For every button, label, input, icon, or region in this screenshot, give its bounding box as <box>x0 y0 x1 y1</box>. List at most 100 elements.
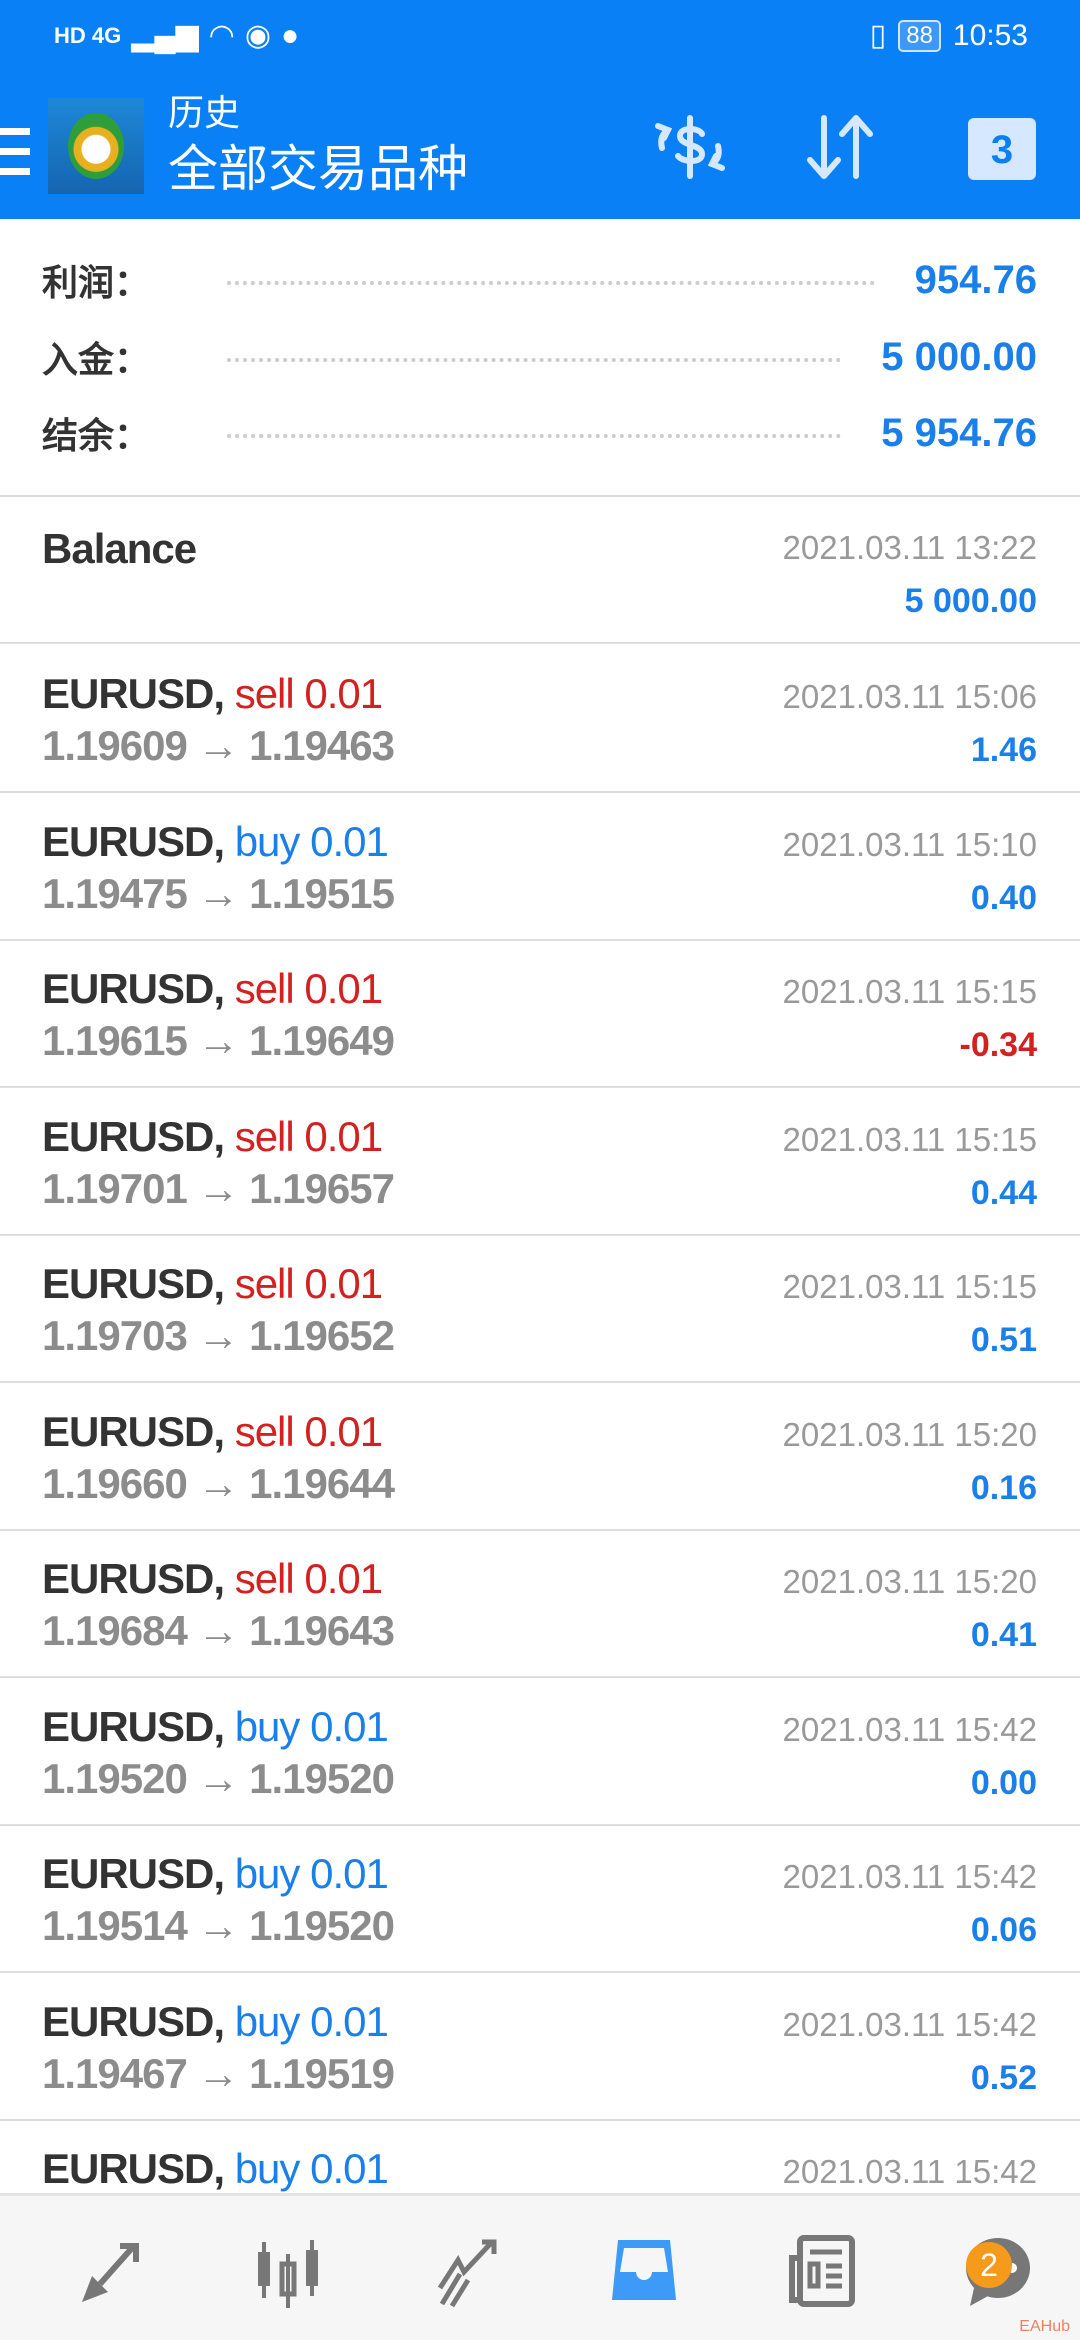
profit: 0.52 <box>970 2058 1037 2097</box>
date: 2021.03.11 15:20 <box>782 1415 1037 1453</box>
trade-symbol: EURUSD, sell 0.01 <box>42 670 383 718</box>
profit: 0.06 <box>970 1911 1037 1949</box>
side: buy <box>234 817 301 865</box>
calendar-icon[interactable]: 3 <box>968 118 1036 180</box>
prices: 1.19520 → 1.19520 <box>42 1754 395 1802</box>
profit-row: 利润： 954.76 <box>42 250 1037 310</box>
analytics-icon[interactable] <box>426 2232 506 2312</box>
volume: 0.01 <box>304 1407 383 1455</box>
profit: 0.41 <box>970 1616 1037 1654</box>
side: sell <box>234 1555 295 1602</box>
volume: 0.01 <box>310 1702 389 1750</box>
clock: 10:53 <box>952 18 1028 52</box>
divider <box>227 428 842 438</box>
prices: 1.19514 → 1.19520 <box>42 1902 395 1949</box>
prices: 1.19701 → 1.19657 <box>42 1164 395 1212</box>
volume: 0.01 <box>310 817 389 865</box>
volume: 0.01 <box>310 1997 389 2045</box>
currency-exchange-icon[interactable] <box>650 112 730 182</box>
date: 2021.03.11 15:06 <box>782 678 1037 715</box>
trade-row[interactable]: EURUSD, buy 0.01 1.19467 → 1.19519 2021.… <box>0 1974 1080 2121</box>
date: 2021.03.11 15:15 <box>782 1120 1037 1158</box>
date: 2021.03.11 15:42 <box>782 2005 1037 2043</box>
profit: 0.40 <box>970 878 1037 917</box>
profit: 0.16 <box>970 1468 1037 1507</box>
volume: 0.01 <box>304 1260 383 1307</box>
label: 利润： <box>42 262 151 303</box>
trade-symbol: EURUSD, sell 0.01 <box>42 965 383 1013</box>
trade-symbol: EURUSD, sell 0.01 <box>42 1407 383 1456</box>
prices: 1.19684 → 1.19643 <box>42 1607 395 1654</box>
status-bar: HD 4G ▂▄▆ ◠ ◉ ● ▯ 88 10:53 <box>0 18 1080 58</box>
profit: 0.51 <box>970 1321 1037 1359</box>
symbol: EURUSD, <box>42 817 225 865</box>
volume: 0.01 <box>304 1112 383 1160</box>
trade-symbol: EURUSD, sell 0.01 <box>42 1112 383 1161</box>
date: 2021.03.11 15:20 <box>782 1563 1037 1600</box>
battery-icon: 88 <box>898 19 941 52</box>
symbol: EURUSD, <box>42 670 225 717</box>
symbol: EURUSD, <box>42 1997 225 2045</box>
symbol: EURUSD, <box>42 965 225 1012</box>
volume: 0.01 <box>304 670 383 717</box>
symbol: EURUSD, <box>42 1702 225 1750</box>
side: sell <box>234 1407 295 1455</box>
date: 2021.03.11 15:42 <box>782 1710 1037 1748</box>
trade-row[interactable]: EURUSD, buy 0.01 1.19520 → 1.19520 2021.… <box>0 1679 1080 1826</box>
trade-row[interactable]: EURUSD, sell 0.01 1.19609 → 1.19463 2021… <box>0 646 1080 793</box>
trade-row[interactable]: EURUSD, sell 0.01 1.19703 → 1.19652 2021… <box>0 1236 1080 1383</box>
balance-row[interactable]: Balance 2021.03.11 13:22 5 000.00 <box>0 497 1080 644</box>
prices: 1.19475 → 1.19515 <box>42 869 395 917</box>
symbol-filter[interactable]: 全部交易品种 <box>168 141 468 197</box>
app-bar: HD 4G ▂▄▆ ◠ ◉ ● ▯ 88 10:53 历史 全部交易品种 3 <box>0 0 1080 219</box>
trade-icon[interactable] <box>70 2232 150 2312</box>
trade-row[interactable]: EURUSD, buy 0.01 1.19475 → 1.19515 2021.… <box>0 794 1080 941</box>
quotes-chart-icon[interactable] <box>248 2232 328 2312</box>
profit: 1.46 <box>970 731 1037 769</box>
trade-row[interactable]: EURUSD, buy 0.01 1.19514 → 1.19520 2021.… <box>0 1826 1080 1973</box>
side: sell <box>234 1112 295 1160</box>
symbol: EURUSD, <box>42 1555 225 1602</box>
history-icon[interactable] <box>604 2232 684 2312</box>
symbol: EURUSD, <box>42 1260 225 1307</box>
date: 2021.03.11 15:10 <box>782 825 1037 863</box>
menu-icon[interactable] <box>0 128 30 188</box>
volume: 0.01 <box>310 1850 389 1897</box>
trade-row[interactable]: EURUSD, sell 0.01 1.19701 → 1.19657 2021… <box>0 1089 1080 1236</box>
trade-row[interactable]: EURUSD, sell 0.01 1.19684 → 1.19643 2021… <box>0 1531 1080 1678</box>
value: 5 000.00 <box>881 334 1037 379</box>
side: buy <box>234 2145 301 2192</box>
symbol: EURUSD, <box>42 1850 225 1897</box>
side: sell <box>234 670 295 717</box>
watermark: EAHub <box>1019 2318 1070 2335</box>
trade-row[interactable]: EURUSD, sell 0.01 1.19660 → 1.19644 2021… <box>0 1384 1080 1531</box>
symbol: EURUSD, <box>42 2145 225 2192</box>
side: buy <box>234 1850 301 1897</box>
side: sell <box>234 965 295 1012</box>
eye-icon: ◉ <box>244 19 272 52</box>
label: 结余： <box>42 415 151 456</box>
value: 5 954.76 <box>881 410 1037 455</box>
label: 入金： <box>42 339 151 380</box>
balance-total-row: 结余： 5 954.76 <box>42 403 1037 463</box>
news-icon[interactable] <box>782 2232 862 2312</box>
prices: 1.19660 → 1.19644 <box>42 1459 395 1507</box>
app-notification-icon: ● <box>281 18 300 52</box>
bottom-nav <box>0 2193 1080 2340</box>
trade-symbol: EURUSD, sell 0.01 <box>42 1260 383 1308</box>
sort-icon[interactable] <box>800 112 880 182</box>
vibrate-icon: ▯ <box>869 19 887 52</box>
symbol: EURUSD, <box>42 1407 225 1455</box>
prices: 1.19609 → 1.19463 <box>42 722 395 769</box>
trade-row[interactable]: EURUSD, sell 0.01 1.19615 → 1.19649 2021… <box>0 941 1080 1088</box>
page-title: 历史 <box>168 92 241 133</box>
trade-symbol: EURUSD, buy 0.01 <box>42 817 389 866</box>
balance-label: Balance <box>42 525 197 572</box>
divider <box>227 352 842 362</box>
trade-symbol: EURUSD, buy 0.01 <box>42 1850 389 1898</box>
date: 2021.03.11 13:22 <box>782 529 1037 566</box>
wifi-icon: ◠ <box>208 19 235 52</box>
volume: 0.01 <box>304 965 383 1012</box>
prices: 1.19467 → 1.19519 <box>42 2049 395 2097</box>
side: buy <box>234 1702 301 1750</box>
